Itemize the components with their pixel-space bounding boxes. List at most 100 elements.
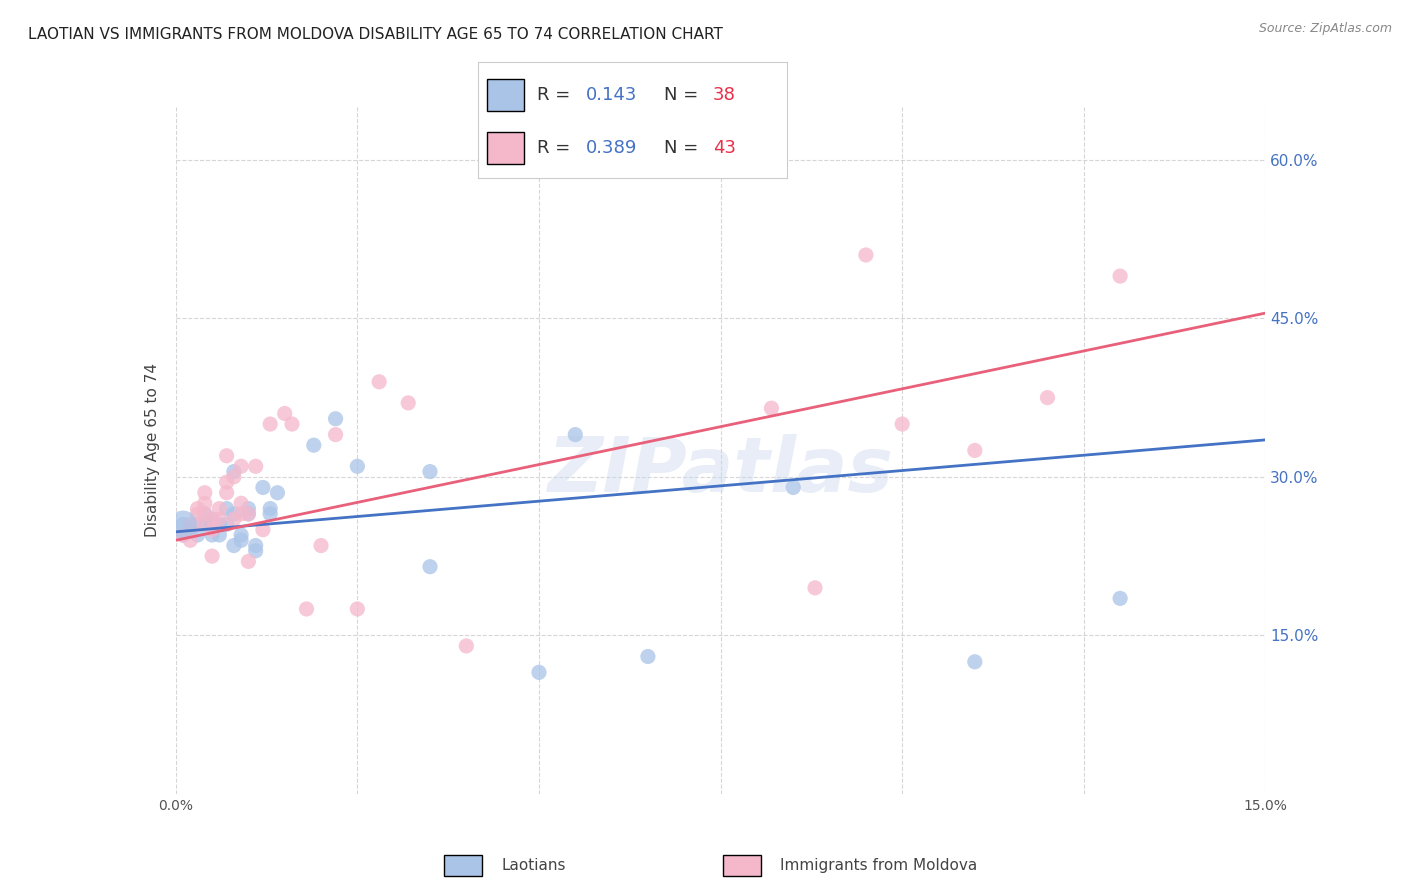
Point: [274, 407, 297, 421]
Point: [231, 496, 253, 510]
Point: [245, 459, 267, 474]
Text: Laotians: Laotians: [502, 858, 565, 872]
Point: [419, 465, 441, 479]
Point: [208, 512, 231, 526]
Point: [172, 517, 194, 532]
Point: [238, 507, 260, 521]
Point: [891, 417, 914, 431]
Point: [186, 501, 209, 516]
Text: N =: N =: [664, 86, 703, 103]
Point: [201, 517, 224, 532]
Point: [222, 465, 245, 479]
Point: [419, 559, 441, 574]
FancyBboxPatch shape: [488, 78, 524, 112]
Point: [1109, 269, 1132, 284]
Point: [186, 517, 209, 532]
Point: [252, 523, 274, 537]
Point: [215, 501, 238, 516]
Point: [804, 581, 827, 595]
Point: [194, 517, 217, 532]
Point: [201, 528, 224, 542]
Point: [186, 517, 209, 532]
Text: LAOTIAN VS IMMIGRANTS FROM MOLDOVA DISABILITY AGE 65 TO 74 CORRELATION CHART: LAOTIAN VS IMMIGRANTS FROM MOLDOVA DISAB…: [28, 27, 723, 42]
Text: 0.143: 0.143: [586, 86, 638, 103]
Text: N =: N =: [664, 139, 703, 157]
Point: [309, 539, 332, 553]
Point: [231, 507, 253, 521]
FancyBboxPatch shape: [723, 855, 761, 876]
Point: [194, 507, 217, 521]
Point: [346, 459, 368, 474]
Point: [215, 475, 238, 490]
Text: R =: R =: [537, 139, 576, 157]
Point: [172, 528, 194, 542]
Point: [186, 528, 209, 542]
Text: 0.389: 0.389: [586, 139, 638, 157]
Point: [259, 501, 281, 516]
Point: [222, 507, 245, 521]
Point: [252, 480, 274, 494]
Point: [761, 401, 783, 416]
Text: Source: ZipAtlas.com: Source: ZipAtlas.com: [1258, 22, 1392, 36]
Text: 43: 43: [713, 139, 737, 157]
Point: [231, 533, 253, 548]
Point: [194, 485, 217, 500]
Point: [222, 470, 245, 484]
Point: [222, 512, 245, 526]
Point: [194, 507, 217, 521]
Point: [245, 544, 267, 558]
Point: [259, 417, 281, 431]
Point: [201, 512, 224, 526]
Text: Immigrants from Moldova: Immigrants from Moldova: [779, 858, 977, 872]
Point: [564, 427, 586, 442]
Point: [456, 639, 478, 653]
Point: [215, 517, 238, 532]
Point: [325, 411, 347, 425]
Point: [201, 523, 224, 537]
Point: [179, 517, 201, 532]
Point: [201, 512, 224, 526]
Point: [527, 665, 550, 680]
Point: [238, 501, 260, 516]
Point: [238, 554, 260, 568]
Point: [194, 496, 217, 510]
Point: [325, 427, 347, 442]
Point: [1109, 591, 1132, 606]
Point: [186, 507, 209, 521]
Point: [782, 480, 804, 494]
Y-axis label: Disability Age 65 to 74: Disability Age 65 to 74: [145, 363, 160, 538]
Point: [963, 655, 986, 669]
Point: [208, 517, 231, 532]
Text: ZIPatlas: ZIPatlas: [547, 434, 894, 508]
Point: [238, 507, 260, 521]
Point: [259, 507, 281, 521]
Point: [222, 539, 245, 553]
Point: [281, 417, 304, 431]
FancyBboxPatch shape: [488, 132, 524, 164]
Point: [295, 602, 318, 616]
Point: [346, 602, 368, 616]
Point: [215, 485, 238, 500]
Point: [245, 539, 267, 553]
Point: [302, 438, 325, 452]
Point: [179, 533, 201, 548]
Point: [231, 528, 253, 542]
Text: 38: 38: [713, 86, 735, 103]
Point: [208, 528, 231, 542]
Point: [201, 549, 224, 563]
Point: [1036, 391, 1059, 405]
Point: [396, 396, 419, 410]
Point: [266, 485, 288, 500]
Point: [231, 459, 253, 474]
Point: [855, 248, 877, 262]
Point: [215, 449, 238, 463]
Point: [368, 375, 391, 389]
Point: [172, 517, 194, 532]
Text: R =: R =: [537, 86, 576, 103]
FancyBboxPatch shape: [444, 855, 482, 876]
Point: [179, 523, 201, 537]
Point: [208, 501, 231, 516]
Point: [963, 443, 986, 458]
Point: [637, 649, 659, 664]
Point: [172, 528, 194, 542]
